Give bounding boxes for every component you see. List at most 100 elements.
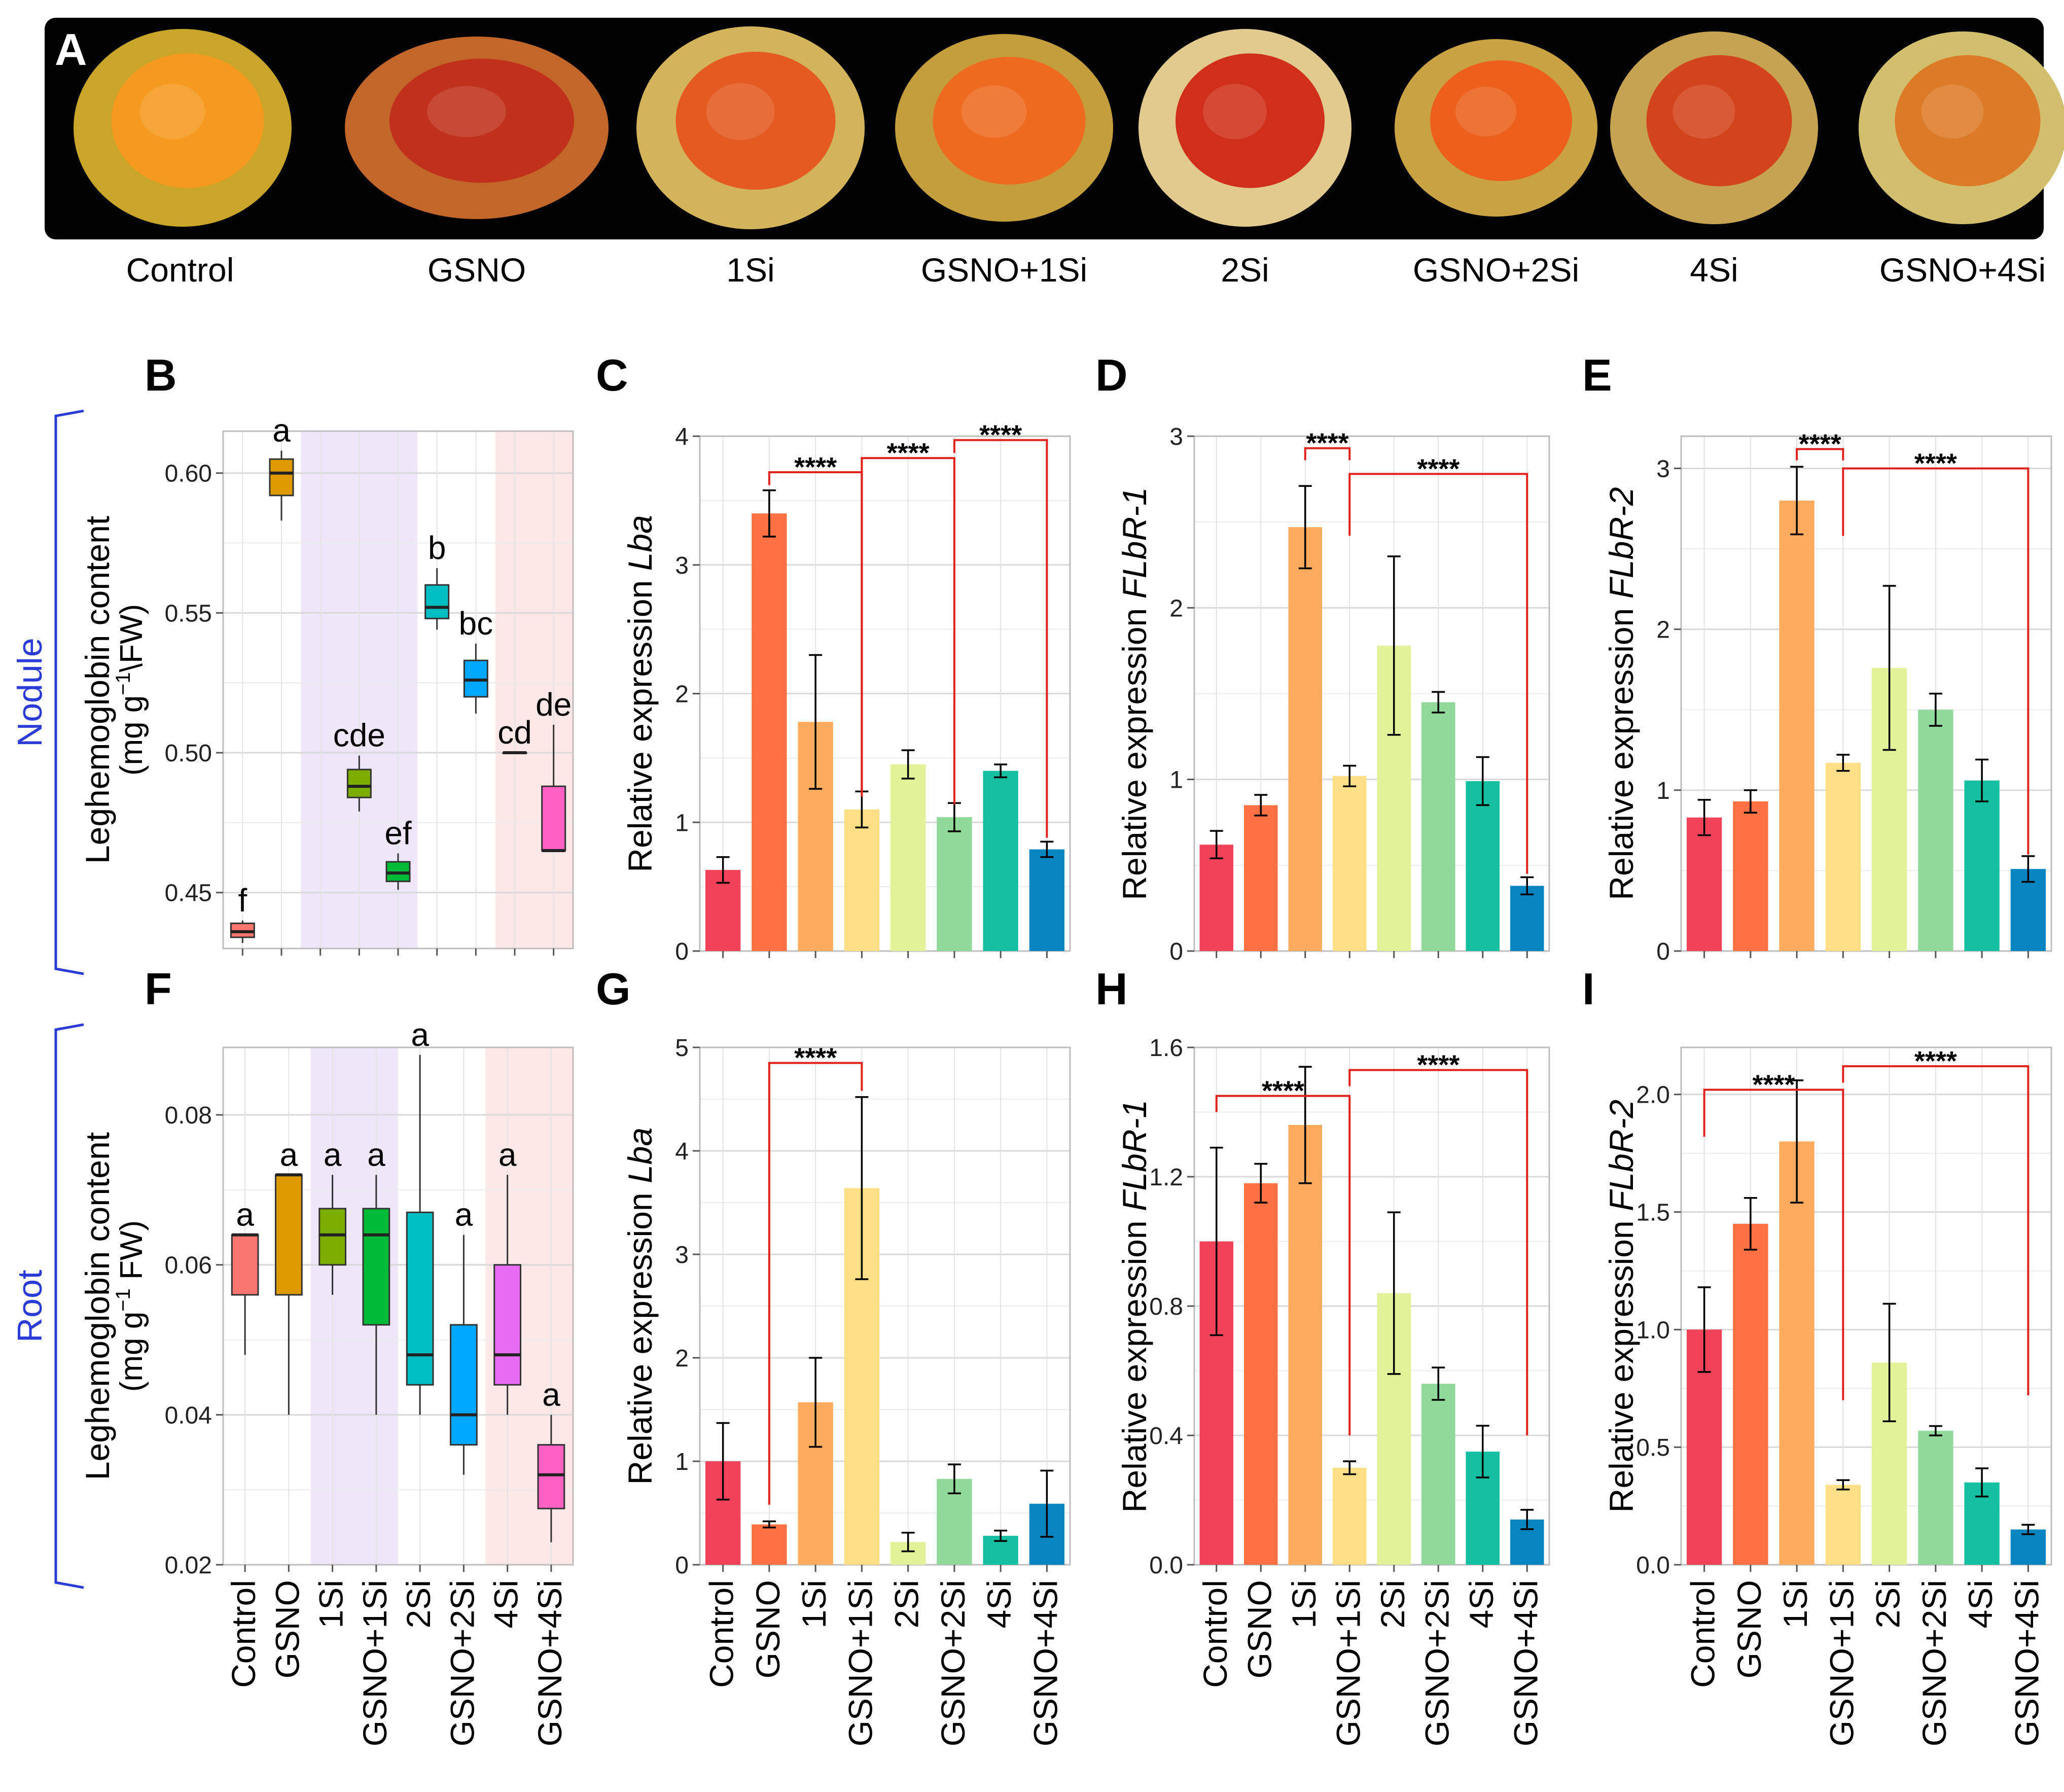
box-body bbox=[541, 785, 566, 852]
bracket-line bbox=[1796, 448, 1844, 461]
significance-bracket: **** bbox=[861, 438, 955, 804]
bar-gsno-plus-2si bbox=[937, 817, 972, 951]
nodule-photo bbox=[1395, 39, 1597, 217]
x-tick-label: GSNO+1Si bbox=[1823, 1580, 1860, 1746]
x-tick-label: GSNO bbox=[1240, 1580, 1278, 1678]
y-axis-label: Relative expression FLbR-2 bbox=[1603, 487, 1640, 900]
error-bar bbox=[855, 1096, 869, 1280]
box-body bbox=[318, 1208, 346, 1266]
significance-stars: **** bbox=[1306, 428, 1348, 459]
x-tick-label: 4Si bbox=[487, 1580, 525, 1628]
x-tick-label: GSNO+1Si bbox=[841, 1580, 879, 1746]
box: a bbox=[537, 1376, 565, 1542]
significance-bracket: **** bbox=[1215, 1076, 1351, 1435]
y-tick-label: 1.6 bbox=[1149, 1035, 1183, 1062]
box: a bbox=[450, 1197, 478, 1475]
x-tick-label: 2Si bbox=[1374, 1580, 1411, 1628]
bar-gsno bbox=[752, 1524, 787, 1565]
x-tick-label: 1Si bbox=[312, 1580, 350, 1628]
error-bar bbox=[762, 489, 776, 538]
error-bar bbox=[1836, 1479, 1850, 1491]
nodule-photo bbox=[636, 26, 865, 229]
bar-control bbox=[1686, 817, 1722, 951]
box: cde bbox=[333, 717, 385, 812]
error-bar bbox=[1790, 1079, 1804, 1204]
x-tick-label: 4Si bbox=[980, 1580, 1018, 1628]
error-bar bbox=[1882, 1303, 1896, 1422]
x-tick-label: GSNO+2Si bbox=[443, 1580, 481, 1746]
y-axis: 0 1 2 3 4 5 bbox=[675, 1035, 700, 1579]
nodule-highlight bbox=[139, 84, 205, 139]
panel-b: B 0.45 0.50 0.55 0.60 Leghemoglobin content(m… bbox=[79, 350, 574, 956]
error-bar bbox=[1975, 758, 1989, 802]
photo-caption-control: Control bbox=[126, 251, 234, 289]
error-bar bbox=[947, 1463, 961, 1494]
error-bar bbox=[1040, 1469, 1054, 1538]
y-axis: 0 1 2 3 4 bbox=[675, 424, 700, 965]
error-bar bbox=[1929, 692, 1942, 727]
row-label: Nodule bbox=[11, 638, 49, 747]
error-bar bbox=[1836, 754, 1850, 772]
error-bar bbox=[1476, 756, 1489, 806]
y-axis-label: Relative expression Lba bbox=[621, 1128, 659, 1485]
y-axis-label-text: Relative expression bbox=[1603, 599, 1640, 900]
panel-c: C 0 1 2 3 4 Relative expression Lba **** **** ***… bbox=[596, 350, 1071, 965]
bar-1si bbox=[1288, 527, 1322, 951]
bar-gsno-plus-1si bbox=[1825, 762, 1861, 951]
nodule-infected-zone bbox=[389, 58, 574, 183]
bar-gsno-plus-4si bbox=[2010, 1529, 2046, 1565]
significance-bracket: **** bbox=[768, 1043, 863, 1505]
row-nodule: Nodule bbox=[11, 409, 84, 975]
bar-gsno bbox=[1244, 1183, 1278, 1565]
x-tick-label: GSNO+2Si bbox=[934, 1580, 972, 1746]
y-tick-label: 0.50 bbox=[165, 740, 212, 767]
nodule-highlight bbox=[961, 85, 1027, 138]
group-letter: cde bbox=[333, 717, 385, 754]
group-letter: de bbox=[536, 686, 572, 723]
nodule-infected-zone bbox=[1176, 53, 1325, 188]
bar-gsno-plus-4si bbox=[1510, 886, 1544, 951]
box-body bbox=[269, 458, 294, 497]
row-bracket-line bbox=[54, 409, 84, 975]
significance-stars: **** bbox=[1752, 1069, 1795, 1100]
error-bar bbox=[1298, 485, 1312, 570]
box: bc bbox=[459, 605, 493, 714]
group-letter: a bbox=[455, 1197, 473, 1233]
error-bar bbox=[1743, 1197, 1757, 1251]
bar-gsno-plus-1si bbox=[1825, 1485, 1861, 1565]
y-axis-label-line2: (mg g−1\FW) bbox=[112, 604, 149, 776]
box-body bbox=[424, 584, 450, 619]
y-axis: 0.02 0.04 0.06 0.08 bbox=[165, 1102, 223, 1579]
bar-control bbox=[1199, 845, 1233, 951]
bracket-line bbox=[1348, 1069, 1528, 1435]
error-bar bbox=[1520, 876, 1534, 896]
y-axis: 0.0 0.4 0.8 1.2 1.6 bbox=[1149, 1035, 1194, 1579]
photo-caption-4si: 4Si bbox=[1690, 251, 1738, 289]
unit-part: (mg g bbox=[114, 1312, 149, 1392]
bar-gsno-plus-2si bbox=[1918, 1430, 1953, 1565]
bracket-line bbox=[1842, 1065, 2030, 1396]
panel-label-e: E bbox=[1582, 350, 1612, 400]
bar-gsno-plus-1si bbox=[844, 809, 880, 951]
bar-gsno bbox=[752, 513, 787, 951]
bar-gsno-plus-4si bbox=[1029, 849, 1065, 951]
bar-2si bbox=[890, 764, 926, 951]
row-label: Root bbox=[11, 1270, 49, 1343]
box: a bbox=[275, 1136, 303, 1415]
error-bar bbox=[1254, 794, 1268, 817]
error-bar bbox=[1697, 1286, 1711, 1373]
nodule-highlight bbox=[1921, 84, 1984, 139]
y-tick-label: 1 bbox=[1169, 767, 1183, 794]
group-letter: a bbox=[499, 1136, 517, 1173]
panel-label-c: C bbox=[596, 350, 628, 400]
y-tick-label: 0.4 bbox=[1149, 1423, 1183, 1450]
plot-frame bbox=[1680, 435, 2052, 952]
y-axis-label: Relative expression FLbR-1 bbox=[1116, 487, 1153, 900]
nodule-photo bbox=[345, 37, 609, 219]
bar-gsno bbox=[1733, 1223, 1768, 1565]
error-bar bbox=[994, 1529, 1008, 1542]
panel-label-h: H bbox=[1095, 964, 1128, 1014]
significance-stars: **** bbox=[794, 452, 837, 482]
